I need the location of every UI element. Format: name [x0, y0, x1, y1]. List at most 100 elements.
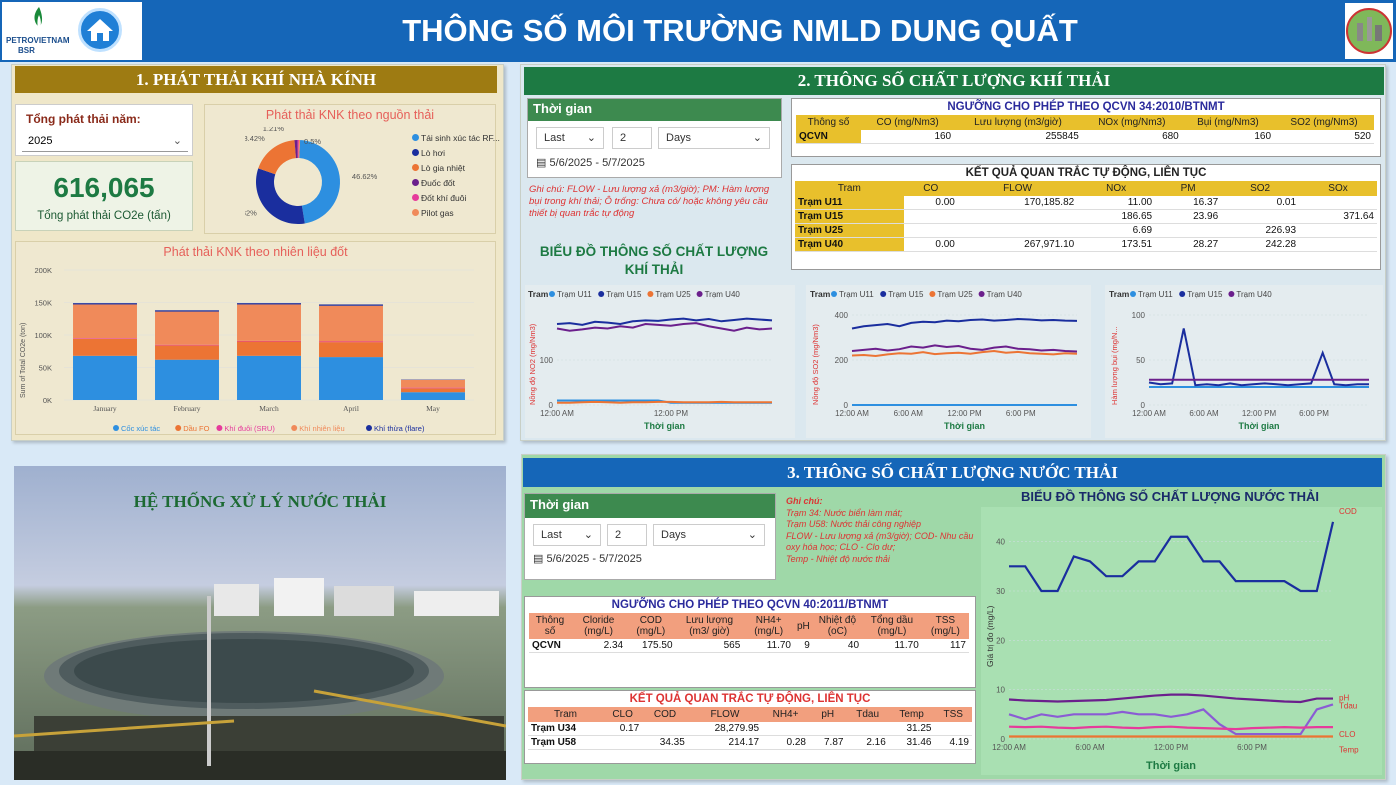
- table-header-cell[interactable]: CO: [903, 181, 958, 196]
- bar-segment: [73, 338, 137, 339]
- table-header-cell[interactable]: SO2: [1221, 181, 1300, 196]
- bar-segment: [73, 303, 137, 305]
- legend-dot-icon: [412, 134, 419, 141]
- legend-label: Trạm U25: [937, 290, 973, 299]
- table-cell: QCVN: [529, 639, 571, 653]
- legend-item[interactable]: Lò hơi: [408, 148, 496, 158]
- table-header-cell[interactable]: FLOW: [687, 707, 763, 722]
- chevron-down-icon: ⌄: [747, 529, 757, 541]
- air-range-num-input[interactable]: 2: [612, 127, 652, 149]
- table-header-cell[interactable]: Lưu lượng (m3/ giờ): [675, 613, 744, 639]
- legend-label: Trạm U11: [1138, 290, 1173, 299]
- table-header-cell[interactable]: SOx: [1299, 181, 1377, 196]
- x-tick-label: 12:00 AM: [1132, 409, 1166, 418]
- table-header-cell[interactable]: CO (mg/Nm3): [861, 115, 955, 130]
- table-header-cell[interactable]: Lưu lượng (m3/giờ): [954, 115, 1082, 130]
- photo-title: HỆ THỐNG XỬ LÝ NƯỚC THẢI: [133, 492, 387, 511]
- table-header-cell[interactable]: FLOW: [957, 181, 1078, 196]
- table-cell: Trạm U58: [528, 735, 604, 750]
- legend-item[interactable]: Đốt khí đuôi: [408, 193, 496, 203]
- table-header-cell[interactable]: SO2 (mg/Nm3): [1274, 115, 1374, 130]
- bar-segment: [319, 304, 383, 306]
- table-header-cell[interactable]: pH: [793, 613, 813, 639]
- donut-legend: Tái sinh xúc tác RF... Lò hơi Lò gia nhiệt…: [408, 133, 500, 223]
- legend-item[interactable]: Lò gia nhiệt: [408, 163, 496, 173]
- table-cell: [1299, 196, 1377, 210]
- table-header-cell[interactable]: pH: [808, 707, 847, 722]
- legend-label: Trạm U15: [888, 290, 924, 299]
- table-header-cell[interactable]: Thông số: [796, 115, 862, 130]
- x-tick-label: February: [173, 404, 200, 413]
- x-axis-label: Thời gian: [1239, 421, 1280, 431]
- y-tick-label: 400: [835, 311, 849, 320]
- air-date-range[interactable]: ▤ 5/6/2025 - 5/7/2025: [536, 156, 645, 169]
- bar-segment: [319, 305, 383, 342]
- table-header-cell[interactable]: PM: [1155, 181, 1222, 196]
- bar-segment: [73, 338, 137, 356]
- bar-segment: [401, 387, 465, 389]
- water-range-num-input[interactable]: 2: [607, 524, 647, 546]
- table-header-cell[interactable]: NH4+: [762, 707, 809, 722]
- legend-dot-icon: [598, 291, 605, 297]
- legend-label: Khí nhiên liệu: [299, 424, 344, 433]
- table-header-cell[interactable]: Thông số: [529, 613, 571, 639]
- petrovietnam-flame-icon: [28, 5, 50, 42]
- nox-chart-panel: 0 100 12:00 AM 12:00 PM Nồng độ NO2 (mg/Nm3)…: [525, 285, 795, 438]
- table-header-cell[interactable]: Cloride (mg/L): [570, 613, 627, 639]
- air-range-mode-select[interactable]: Last ⌄: [536, 127, 604, 149]
- series-line: [851, 318, 1078, 330]
- bar-segment: [237, 340, 301, 342]
- table-header-cell[interactable]: TSS (mg/L): [921, 613, 969, 639]
- table-header-cell[interactable]: Nhiệt độ (oC): [812, 613, 863, 639]
- table-header-cell[interactable]: COD (mg/L): [626, 613, 676, 639]
- header-bar: [0, 0, 1396, 62]
- legend-label: Cốc xúc tác: [121, 424, 160, 433]
- table-cell: 186.65: [1077, 209, 1156, 224]
- x-tick-label: 6:00 PM: [1006, 409, 1036, 418]
- table-header-cell[interactable]: Tram: [528, 707, 604, 722]
- table-cell: 117: [921, 639, 969, 653]
- table-header-cell[interactable]: Tổng dầu (mg/L): [862, 613, 922, 639]
- table-header-cell[interactable]: COD: [642, 707, 688, 722]
- donut-data-label: 46.62%: [352, 172, 378, 181]
- table-header-cell[interactable]: Tram: [795, 181, 904, 196]
- legend-item[interactable]: Pilot gas: [408, 208, 496, 218]
- legend-dot-icon: [175, 425, 182, 431]
- year-select[interactable]: 2025 ⌄: [22, 131, 188, 152]
- legend-label: Khí đuôi (SRU): [224, 424, 275, 433]
- water-range-mode-select[interactable]: Last ⌄: [533, 524, 601, 546]
- bar-segment: [401, 392, 465, 400]
- table-header-cell[interactable]: NOx: [1077, 181, 1156, 196]
- y-axis-label: Hàm lượng bụi (mg/N...: [1110, 326, 1119, 405]
- water-date-range[interactable]: ▤ 5/6/2025 - 5/7/2025: [533, 552, 642, 565]
- table-cell: 0.28: [762, 735, 809, 750]
- y-tick-label: 0K: [43, 396, 52, 405]
- legend-item[interactable]: Đuốc đốt: [408, 178, 496, 188]
- table-header-cell[interactable]: Tdau: [846, 707, 889, 722]
- air-chart-title: BIỂU ĐỒ THÔNG SỐ CHẤT LƯỢNG KHÍ THẢI: [539, 244, 769, 277]
- table-header-cell[interactable]: Temp: [888, 707, 935, 722]
- table-header-cell[interactable]: NOx (mg/Nm3): [1081, 115, 1182, 130]
- x-tick-label: 12:00 PM: [1154, 743, 1189, 752]
- x-tick-label: 12:00 PM: [1242, 409, 1277, 418]
- water-limit-table: Thông số Cloride (mg/L) COD (mg/L) Lưu lượn…: [529, 613, 969, 653]
- water-note-line: Ghi chú:: [786, 496, 823, 506]
- table-header-cell[interactable]: NH4+ (mg/L): [743, 613, 794, 639]
- legend-item[interactable]: Tái sinh xúc tác RF...: [408, 133, 500, 143]
- x-tick-label: January: [93, 404, 117, 413]
- legend-label: Trạm U40: [705, 290, 741, 299]
- air-range-unit-select[interactable]: Days ⌄: [658, 127, 770, 149]
- table-row: Trạm U40 0.00 267,971.10 173.51 28.27 242.28: [795, 237, 1377, 252]
- legend-dot-icon: [113, 425, 119, 431]
- legend-dot-icon: [412, 164, 419, 171]
- donut-slice: [299, 140, 340, 224]
- table-header-cell[interactable]: Bụi (mg/Nm3): [1181, 115, 1275, 130]
- water-range-unit-select[interactable]: Days ⌄: [653, 524, 765, 546]
- table-header-cell[interactable]: CLO: [603, 707, 643, 722]
- table-cell: 2.34: [570, 639, 627, 653]
- x-tick-label: 12:00 AM: [992, 743, 1026, 752]
- bar-segment: [155, 311, 219, 345]
- home-icon[interactable]: [78, 8, 122, 52]
- total-emission-value: 616,065: [53, 172, 155, 203]
- table-header-cell[interactable]: TSS: [934, 707, 972, 722]
